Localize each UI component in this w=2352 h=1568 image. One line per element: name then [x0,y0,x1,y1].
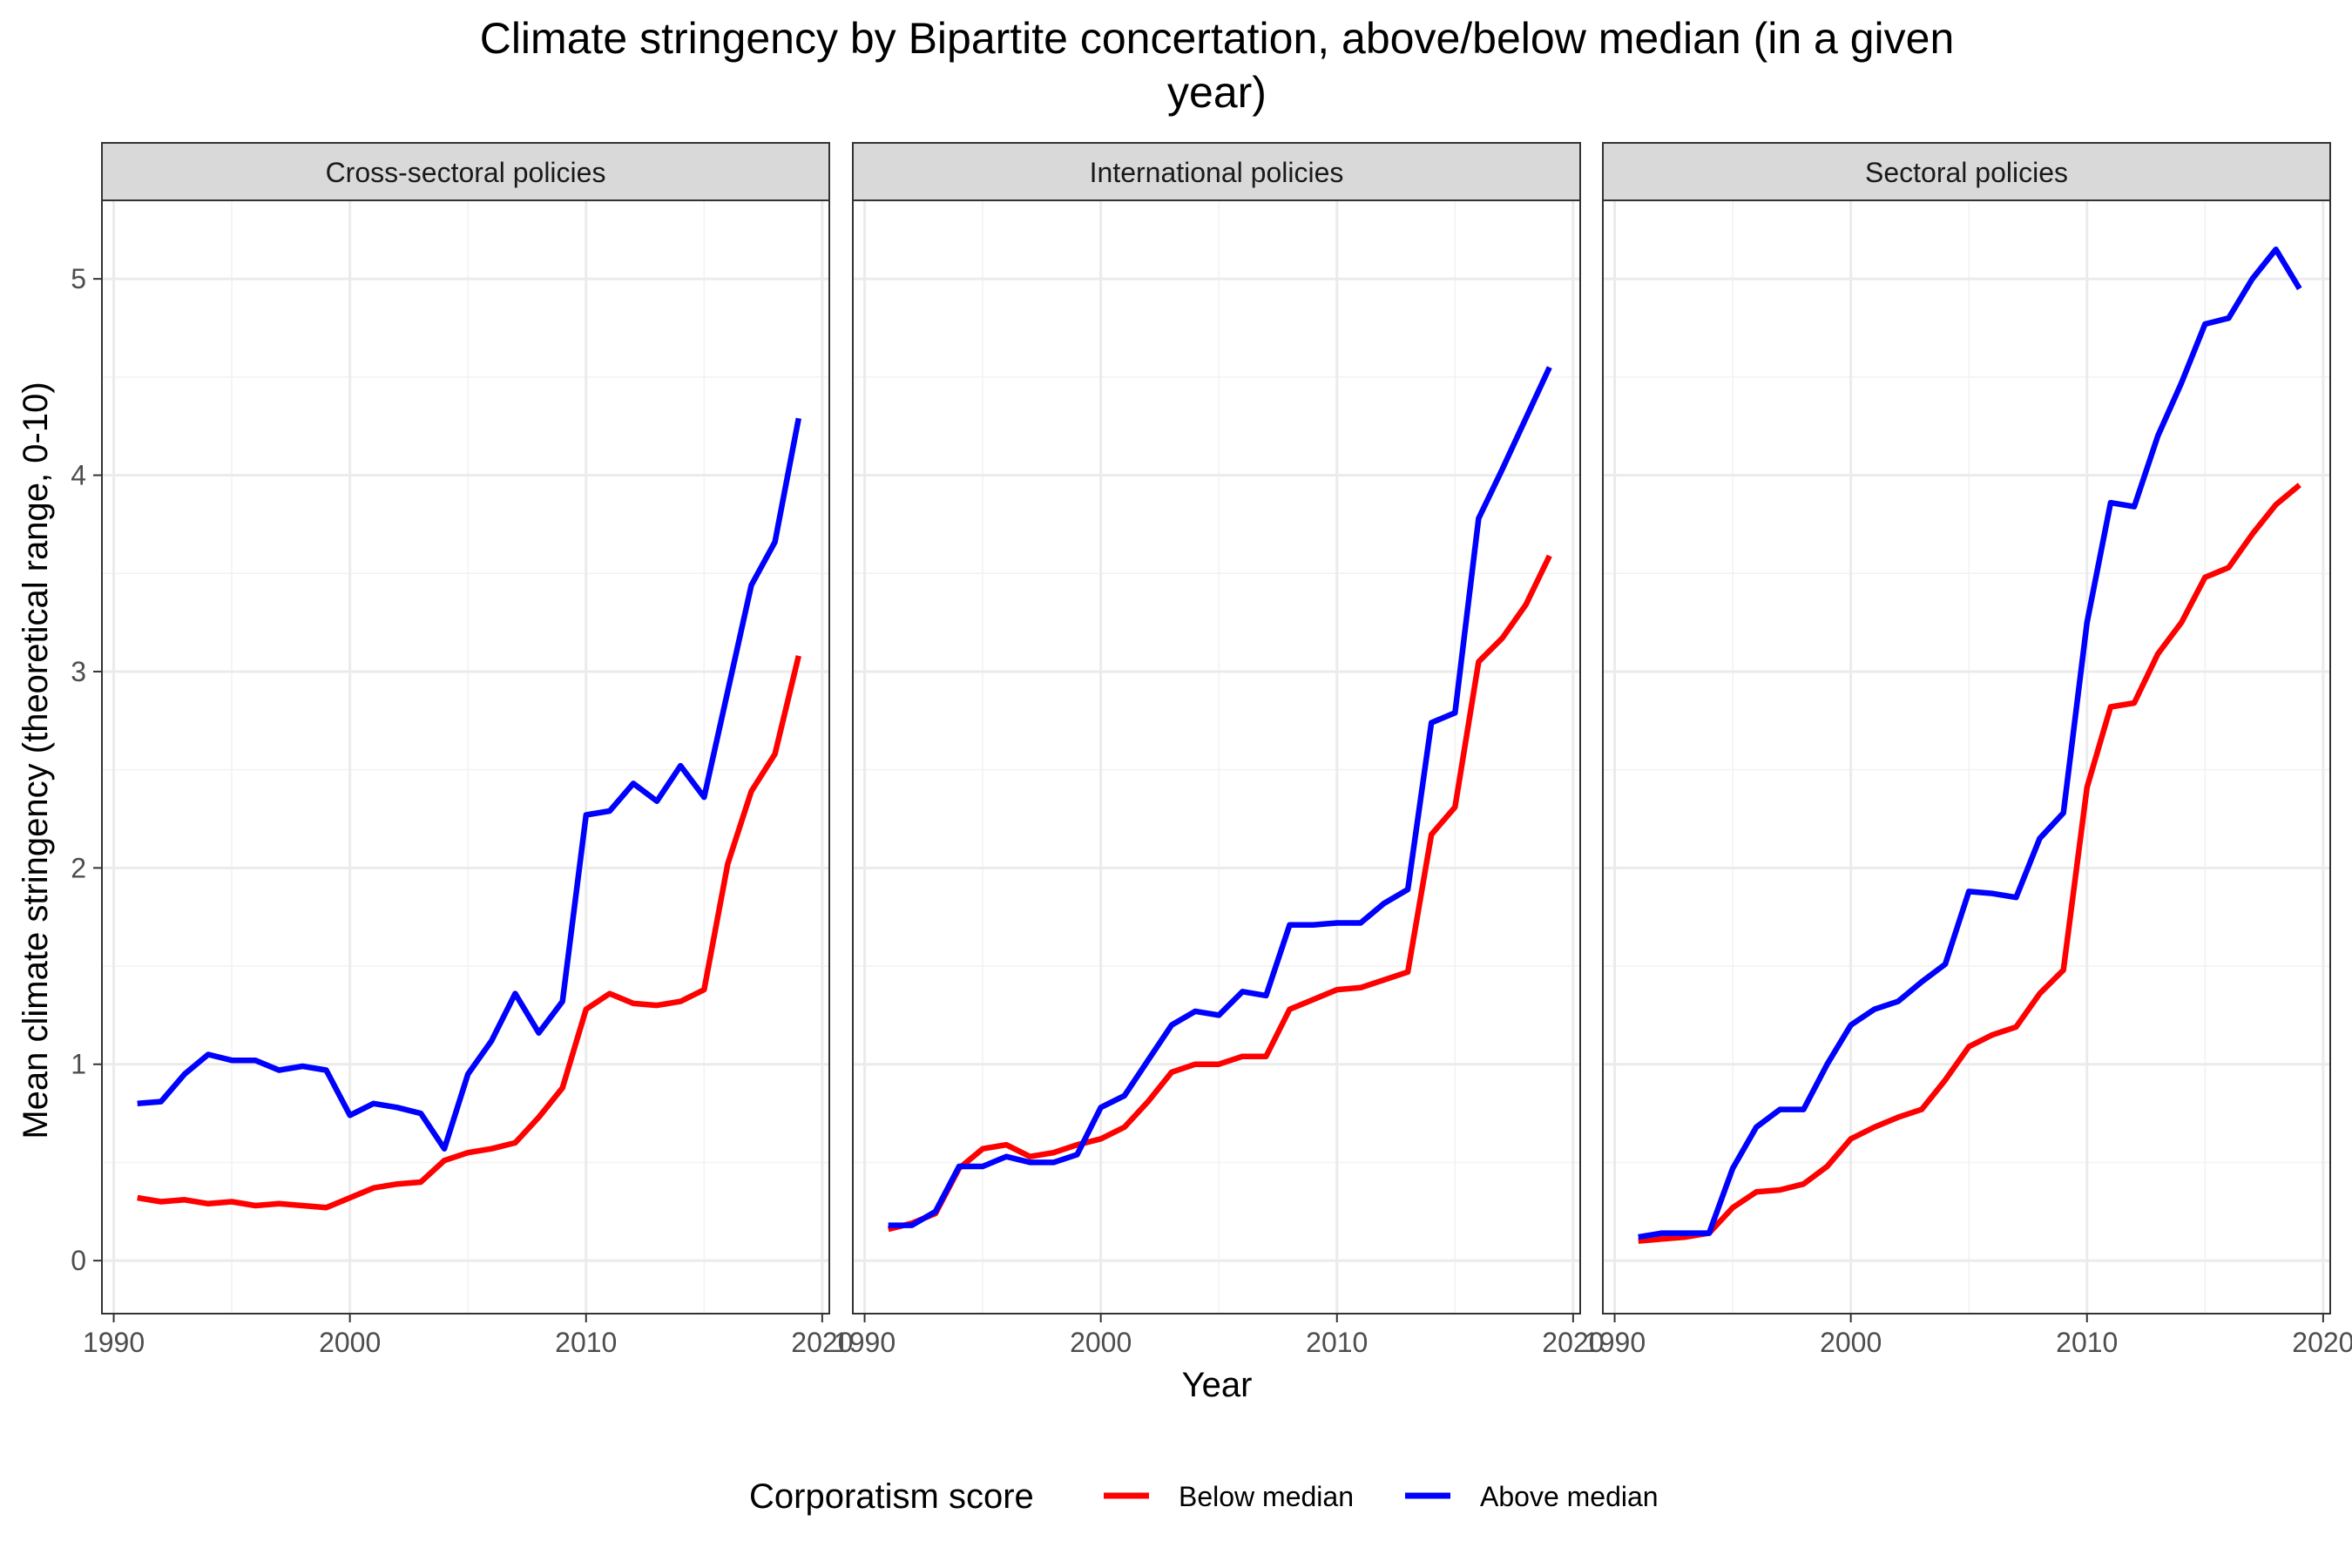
series-line-below-median [887,554,1552,1233]
series-line-above-median [137,417,801,1152]
legend: Corporatism score Below median Above medi… [749,1477,1659,1516]
panel-international-policies: International policies 1990 2000 2010 2020 [834,142,1604,1358]
x-tick-label: 1990 [834,1327,896,1358]
x-tick-label: 2000 [1820,1327,1882,1358]
series-line-above-median [888,366,1552,1228]
plot-background [1603,200,2330,1314]
y-tick-label: 0 [71,1245,86,1276]
facet-label: Cross-sectoral policies [326,157,606,188]
x-tick-label: 2020 [1542,1327,1604,1358]
panel-border [1602,199,2331,1315]
x-tick-label: 1990 [83,1327,145,1358]
x-tick-label: 2010 [555,1327,617,1358]
x-axis-label: Year [1182,1366,1253,1404]
y-tick-label: 4 [71,460,86,491]
x-tick-label: 2010 [1306,1327,1368,1358]
series-line-below-median [137,655,801,1211]
series-line-below-median [1638,483,2301,1244]
legend-entry-below-median: Below median [1104,1481,1354,1512]
y-tick-label: 2 [71,852,86,883]
facet-strip [101,142,830,201]
facet-label: Sectoral policies [1865,157,2068,188]
panel-sectoral-policies: Sectoral policies 1990 2000 2010 2020 [1584,142,2352,1358]
legend-entries: Below median Above median [1104,1481,1659,1512]
x-tick-label: 1990 [1584,1327,1646,1358]
x-tick-label: 2020 [2292,1327,2352,1358]
chart-title-line-2: year) [1167,68,1267,117]
facet-strip [1602,142,2331,201]
legend-title: Corporatism score [749,1477,1034,1516]
series-line-above-median [1638,247,2302,1240]
legend-entry-above-median: Above median [1405,1481,1659,1512]
panel-cross-sectoral-policies: Cross-sectoral policies 1990 2000 2010 2020 0… [71,142,853,1358]
y-axis-label: Mean climate stringency (theoretical ran… [17,382,55,1139]
facet-label: International policies [1090,157,1344,188]
plot-background [853,200,1580,1314]
legend-label-above-median: Above median [1480,1481,1659,1512]
x-tick-label: 2010 [2056,1327,2118,1358]
y-tick-label: 3 [71,656,86,687]
panel-border [852,199,1581,1315]
y-tick-label: 5 [71,263,86,294]
plot-background [102,200,829,1314]
x-tick-label: 2000 [319,1327,381,1358]
panel-border [101,199,830,1315]
chart-title-line-1: Climate stringency by Bipartite concerta… [480,14,1955,63]
y-tick-label: 1 [71,1049,86,1080]
x-tick-label: 2000 [1070,1327,1132,1358]
legend-label-below-median: Below median [1179,1481,1354,1512]
x-tick-label: 2020 [791,1327,853,1358]
facet-strip [852,142,1581,201]
